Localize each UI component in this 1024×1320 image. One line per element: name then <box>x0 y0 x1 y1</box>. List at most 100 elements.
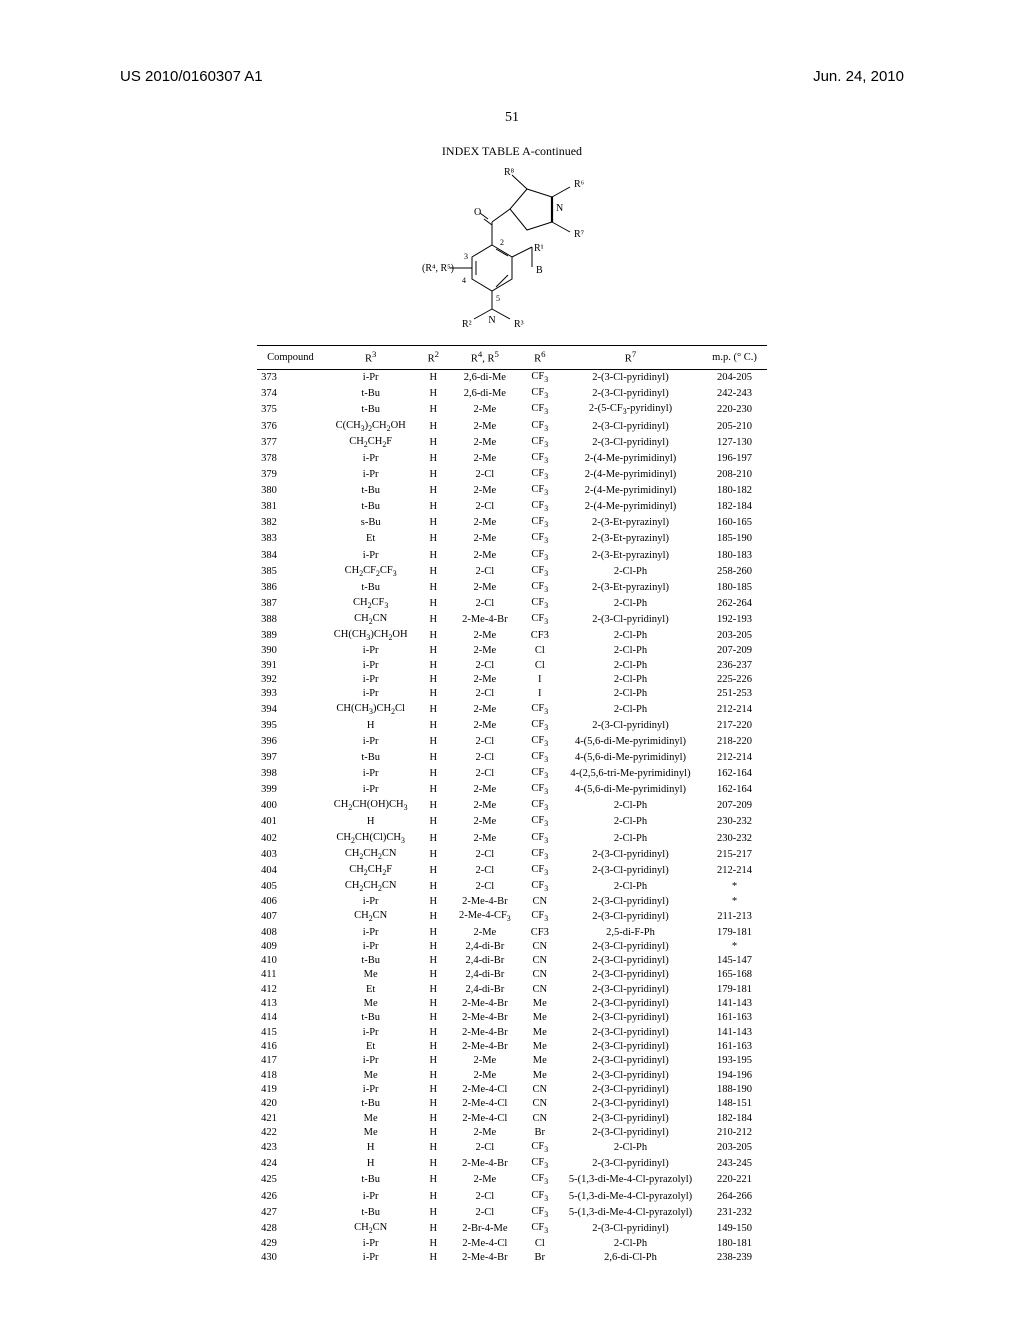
structure-diagram: R⁸ R⁶ R⁷ O N R¹ B (R⁴, R⁵) R² N R³ 2 3 4… <box>392 167 632 337</box>
table-cell: i-Pr <box>324 672 418 686</box>
doc-number: US 2010/0160307 A1 <box>120 68 263 85</box>
table-row: 381t-BuH2-ClCF32-(4-Me-pyrimidinyl)182-1… <box>257 499 767 515</box>
table-cell: 2-Cl <box>449 466 521 482</box>
table-cell: CF3 <box>521 450 559 466</box>
table-cell: 230-232 <box>702 814 767 830</box>
table-cell: 410 <box>257 954 324 968</box>
table-cell: 405 <box>257 878 324 894</box>
table-cell: 262-264 <box>702 595 767 611</box>
table-cell: H <box>418 547 449 563</box>
table-cell: 2-(3-Cl-pyridinyl) <box>559 717 702 733</box>
table-cell: 2-Me <box>449 644 521 658</box>
table-cell: H <box>418 1220 449 1236</box>
table-cell: 2-Cl-Ph <box>559 644 702 658</box>
table-row: 406i-PrH2-Me-4-BrCN2-(3-Cl-pyridinyl)* <box>257 895 767 909</box>
table-cell: 2-Me-4-Br <box>449 612 521 628</box>
table-cell: 2-(3-Cl-pyridinyl) <box>559 954 702 968</box>
table-cell: CF3 <box>521 1204 559 1220</box>
table-cell: Cl <box>521 644 559 658</box>
table-cell: t-Bu <box>324 954 418 968</box>
table-cell: 425 <box>257 1172 324 1188</box>
table-header-row: Compound R3 R2 R4, R5 R6 R7 m.p. (° C.) <box>257 346 767 370</box>
table-cell: C(CH3)2CH2OH <box>324 418 418 434</box>
table-cell: 2-Me-4-Br <box>449 1039 521 1053</box>
table-row: 408i-PrH2-MeCF32,5-di-F-Ph179-181 <box>257 925 767 939</box>
table-row: 384i-PrH2-MeCF32-(3-Et-pyrazinyl)180-183 <box>257 547 767 563</box>
table-cell: 251-253 <box>702 687 767 701</box>
table-cell: 2-(3-Cl-pyridinyl) <box>559 895 702 909</box>
table-cell: 2-Me-4-Br <box>449 1025 521 1039</box>
table-cell: 230-232 <box>702 830 767 846</box>
table-cell: H <box>418 814 449 830</box>
table-cell: CF3 <box>521 434 559 450</box>
table-cell: 2-Me-4-Br <box>449 997 521 1011</box>
table-cell: H <box>418 369 449 386</box>
table-cell: Me <box>521 997 559 1011</box>
table-cell: 162-164 <box>702 766 767 782</box>
table-cell: Me <box>324 1068 418 1082</box>
table-cell: H <box>418 954 449 968</box>
table-cell: Et <box>324 1039 418 1053</box>
table-cell: 2-Me <box>449 483 521 499</box>
table-cell: 2-(4-Me-pyrimidinyl) <box>559 499 702 515</box>
table-cell: CN <box>521 1082 559 1096</box>
table-cell: CN <box>521 954 559 968</box>
table-cell: 2-Cl-Ph <box>559 687 702 701</box>
table-row: 398i-PrH2-ClCF34-(2,5,6-tri-Me-pyrimidin… <box>257 766 767 782</box>
table-cell: 2-(3-Cl-pyridinyl) <box>559 939 702 953</box>
table-cell: 2,6-di-Cl-Ph <box>559 1251 702 1265</box>
table-cell: * <box>702 878 767 894</box>
table-cell: H <box>418 1251 449 1265</box>
table-cell: i-Pr <box>324 782 418 798</box>
table-row: 405CH2CH2CNH2-ClCF32-Cl-Ph* <box>257 878 767 894</box>
table-cell: H <box>418 1039 449 1053</box>
table-cell: 161-163 <box>702 1011 767 1025</box>
table-cell: CF3 <box>521 925 559 939</box>
table-cell: 2-Cl <box>449 1140 521 1156</box>
table-cell: CF3 <box>521 733 559 749</box>
table-cell: CH2CN <box>324 909 418 925</box>
table-row: 391i-PrH2-ClCl2-Cl-Ph236-237 <box>257 658 767 672</box>
table-cell: H <box>418 1097 449 1111</box>
table-cell: CF3 <box>521 1188 559 1204</box>
table-cell: Br <box>521 1125 559 1139</box>
table-cell: H <box>418 687 449 701</box>
table-cell: H <box>418 733 449 749</box>
table-cell: H <box>418 1054 449 1068</box>
table-cell: 182-184 <box>702 499 767 515</box>
table-cell: 2-Me-4-Cl <box>449 1111 521 1125</box>
table-cell: 413 <box>257 997 324 1011</box>
table-row: 411MeH2,4-di-BrCN2-(3-Cl-pyridinyl)165-1… <box>257 968 767 982</box>
table-row: 383EtH2-MeCF32-(3-Et-pyrazinyl)185-190 <box>257 531 767 547</box>
table-cell: 238-239 <box>702 1251 767 1265</box>
table-cell: H <box>418 997 449 1011</box>
table-cell: Et <box>324 531 418 547</box>
table-row: 427t-BuH2-ClCF35-(1,3-di-Me-4-Cl-pyrazol… <box>257 1204 767 1220</box>
table-cell: 179-181 <box>702 925 767 939</box>
table-cell: H <box>418 830 449 846</box>
table-cell: 207-209 <box>702 644 767 658</box>
table-cell: CF3 <box>521 798 559 814</box>
table-cell: 420 <box>257 1097 324 1111</box>
table-cell: Me <box>521 1068 559 1082</box>
table-row: 412EtH2,4-di-BrCN2-(3-Cl-pyridinyl)179-1… <box>257 982 767 996</box>
table-cell: 2,6-di-Me <box>449 369 521 386</box>
table-cell: 162-164 <box>702 782 767 798</box>
table-cell: t-Bu <box>324 402 418 418</box>
table-cell: 2-Me <box>449 1054 521 1068</box>
table-cell: CF3 <box>521 402 559 418</box>
table-cell: 2-Me <box>449 814 521 830</box>
table-cell: CH2CF2CF3 <box>324 563 418 579</box>
table-cell: CF3 <box>521 814 559 830</box>
table-cell: CF3 <box>521 579 559 595</box>
lbl-p2: 2 <box>500 238 504 247</box>
table-cell: 2-(3-Cl-pyridinyl) <box>559 1125 702 1139</box>
table-cell: 258-260 <box>702 563 767 579</box>
table-cell: t-Bu <box>324 499 418 515</box>
table-cell: 2-(3-Cl-pyridinyl) <box>559 1111 702 1125</box>
table-cell: 408 <box>257 925 324 939</box>
table-cell: 2,4-di-Br <box>449 939 521 953</box>
table-cell: 2-Cl <box>449 563 521 579</box>
table-cell: 401 <box>257 814 324 830</box>
table-row: 407CH2CNH2-Me-4-CF3CF32-(3-Cl-pyridinyl)… <box>257 909 767 925</box>
